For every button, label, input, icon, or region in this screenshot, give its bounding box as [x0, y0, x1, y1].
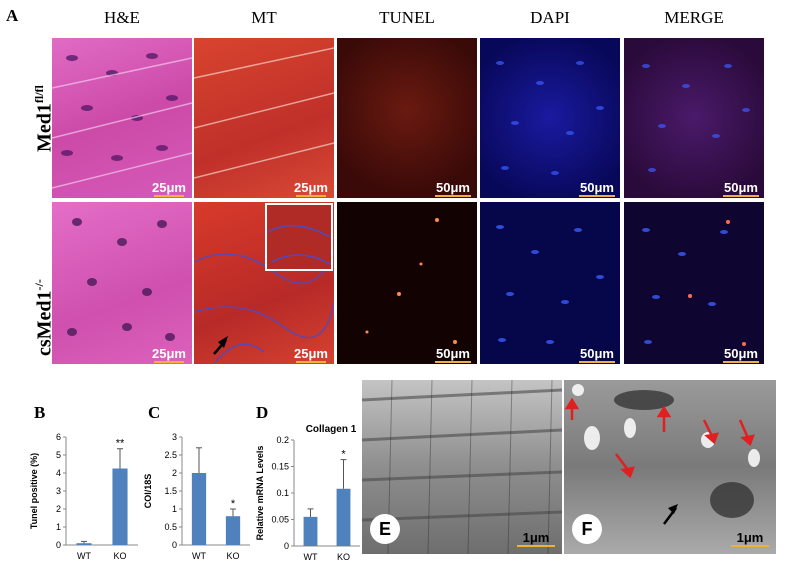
panel-a-letter: A — [6, 6, 19, 25]
y-axis-label: COl/18S — [143, 474, 153, 509]
image-mt-knockout — [194, 202, 334, 364]
chart-title: Collagen 1 — [306, 424, 357, 435]
panel-d-letter: D — [256, 403, 269, 422]
column-header-dapi: DAPI — [530, 8, 570, 27]
column-header-tunel: TUNEL — [379, 8, 435, 27]
x-tick-label-wt: WT — [192, 551, 206, 561]
y-axis-label: Tunel positive (%) — [29, 453, 39, 529]
merge-ko-pattern — [642, 220, 746, 346]
y-tick-label: 0 — [284, 541, 289, 551]
image-dapi-knockout — [480, 202, 620, 364]
x-tick-label-ko: KO — [337, 552, 350, 562]
y-tick-label: 2 — [172, 468, 177, 478]
y-tick-label: 0.2 — [276, 435, 289, 445]
em-knockout-damage — [564, 384, 760, 525]
bar-ko — [336, 488, 351, 546]
column-header-he: H&E — [104, 8, 140, 27]
y-tick-label: 0.05 — [271, 515, 289, 525]
image-em-control: E 1μm — [362, 380, 562, 554]
y-tick-label: 1 — [56, 522, 61, 532]
y-tick-label: 3 — [172, 432, 177, 442]
scale-bar-he-control: 25μm — [152, 180, 186, 197]
y-tick-label: 4 — [56, 468, 61, 478]
column-header-mt: MT — [251, 8, 277, 27]
y-tick-label: 1.5 — [164, 486, 177, 496]
bar-wt — [191, 473, 207, 545]
image-tunel-knockout — [337, 202, 477, 364]
scale-bar-tunel-control: 50μm — [435, 180, 471, 197]
he-ko-nuclei-pattern — [67, 218, 175, 341]
bar-ko — [112, 468, 128, 545]
mt-ko-fibrosis-pattern — [194, 203, 334, 364]
panel-e-letter: E — [370, 514, 400, 544]
chart-c-col-18s: 0 0.5 1 1.5 2 2.5 3 COl/18S WT * KO — [143, 432, 250, 561]
scale-bar-mt-control: 25μm — [294, 180, 328, 197]
dapi-nuclei-pattern — [496, 61, 604, 175]
image-he-control — [52, 38, 192, 198]
significance-ko: * — [231, 498, 236, 510]
merge-nuclei-pattern — [642, 64, 750, 172]
image-dapi-control — [480, 38, 620, 198]
y-tick-label: 6 — [56, 432, 61, 442]
scale-bar-merge-knockout: 50μm — [723, 346, 759, 363]
y-tick-label: 0.1 — [276, 488, 289, 498]
y-tick-label: 0 — [56, 540, 61, 550]
scale-bar-he-knockout: 25μm — [152, 346, 186, 363]
image-em-knockout: F 1μm — [564, 380, 776, 554]
y-tick-label: 1 — [172, 504, 177, 514]
significance-ko: ** — [116, 438, 125, 450]
y-tick-label: 0.15 — [271, 462, 289, 472]
dapi-ko-nuclei-pattern — [496, 225, 604, 344]
scale-bar-dapi-knockout: 50μm — [579, 346, 615, 363]
scale-bar-em-control: 1μm — [514, 530, 558, 547]
image-tunel-control — [337, 38, 477, 198]
bar-wt — [303, 516, 318, 546]
significance-ko: * — [341, 449, 346, 461]
chart-b-tunel-positive: 0 1 2 3 4 5 6 Tunel positive (%) WT ** KO — [29, 432, 138, 561]
x-tick-label-ko: KO — [113, 551, 126, 561]
y-tick-label: 0.5 — [164, 522, 177, 532]
scale-bar-dapi-control: 50μm — [579, 180, 615, 197]
x-tick-label-wt: WT — [77, 551, 91, 561]
image-mt-control — [194, 38, 334, 198]
y-tick-label: 2.5 — [164, 450, 177, 460]
x-tick-label-ko: KO — [226, 551, 239, 561]
scale-bar-mt-knockout: 25μm — [294, 346, 328, 363]
mt-fiber-pattern — [194, 47, 334, 179]
panel-c-letter: C — [148, 403, 161, 422]
y-axis-label: Relative mRNA Levels — [255, 446, 265, 541]
panel-f-letter: F — [572, 514, 602, 544]
bar-wt — [76, 543, 92, 545]
scale-bar-tunel-knockout: 50μm — [435, 346, 471, 363]
image-merge-control — [624, 38, 764, 198]
scale-bar-merge-control: 50μm — [723, 180, 759, 197]
image-he-knockout — [52, 202, 192, 364]
column-header-merge: MERGE — [664, 8, 724, 27]
y-tick-label: 3 — [56, 486, 61, 496]
tunel-ko-positive-spots — [365, 218, 457, 344]
y-tick-label: 0 — [172, 540, 177, 550]
he-nuclei-pattern — [52, 53, 192, 189]
image-merge-knockout — [624, 202, 764, 364]
bar-ko — [225, 516, 241, 545]
panel-b-letter: B — [34, 403, 46, 422]
chart-d-collagen1: 0 0.05 0.1 0.15 0.2 Relative mRNA Levels Colla… — [255, 424, 360, 562]
scale-bar-em-knockout: 1μm — [728, 530, 772, 547]
y-tick-label: 5 — [56, 450, 61, 460]
x-tick-label-wt: WT — [304, 552, 318, 562]
y-tick-label: 2 — [56, 504, 61, 514]
